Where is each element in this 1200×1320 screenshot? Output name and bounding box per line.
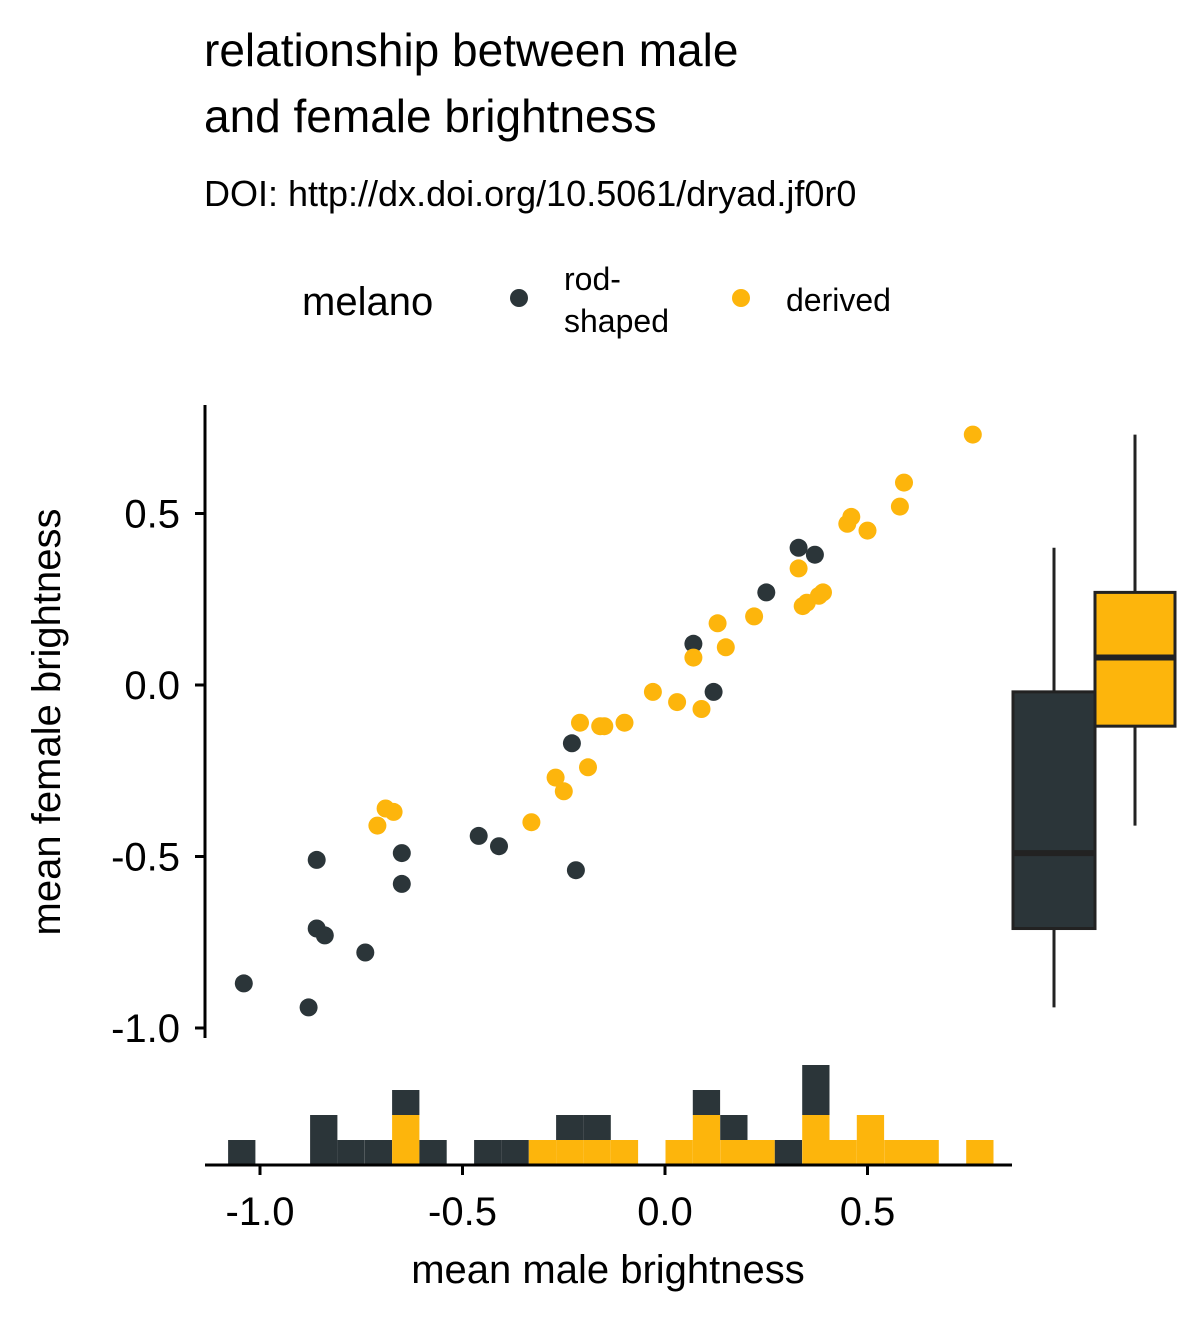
y-tick-label-3: 0.5 <box>124 493 180 537</box>
legend-label-rod-shaped-line-2: shaped <box>564 303 669 339</box>
x-histogram <box>228 1065 994 1165</box>
hist-bar-derived-4 <box>392 1115 420 1165</box>
x-tick-label-3: 0.5 <box>840 1190 896 1234</box>
point-rod-shaped-6 <box>392 844 411 863</box>
point-rod-shaped-0 <box>234 974 253 993</box>
hist-bar-derived-15 <box>720 1140 748 1165</box>
chart-title-line-1: relationship between male <box>204 24 738 76</box>
y-tick-label-2: 0.0 <box>124 664 180 708</box>
point-derived-4 <box>546 768 565 787</box>
point-derived-7 <box>579 758 597 777</box>
hist-bar-rod-shaped-6 <box>474 1140 502 1165</box>
point-rod-shaped-1 <box>299 998 318 1017</box>
point-derived-14 <box>692 700 711 718</box>
point-derived-18 <box>789 559 808 578</box>
point-derived-5 <box>554 782 573 801</box>
legend-title: melano <box>302 280 433 324</box>
point-rod-shaped-14 <box>757 583 776 602</box>
hist-bar-derived-13 <box>665 1140 693 1165</box>
hist-bar-derived-22 <box>911 1140 939 1165</box>
point-rod-shaped-15 <box>789 538 808 557</box>
chart-subtitle: DOI: http://dx.doi.org/10.5061/dryad.jf0… <box>204 173 856 214</box>
y-boxplots <box>1011 434 1177 1008</box>
hist-bar-derived-19 <box>829 1140 857 1165</box>
point-derived-22 <box>814 583 832 602</box>
point-derived-9 <box>595 717 614 736</box>
hist-bar-derived-18 <box>802 1115 830 1165</box>
hist-bar-rod-shaped-14 <box>692 1090 721 1115</box>
hist-bar-derived-10 <box>583 1140 611 1165</box>
hist-bar-rod-shaped-2 <box>337 1140 365 1165</box>
point-rod-shaped-16 <box>805 545 824 564</box>
hist-bar-rod-shaped-1 <box>310 1115 338 1165</box>
hist-bar-derived-16 <box>747 1140 775 1165</box>
point-derived-3 <box>522 813 541 832</box>
hist-bar-derived-23 <box>966 1140 994 1165</box>
point-derived-25 <box>858 521 877 540</box>
legend-key-rod-shaped <box>510 289 528 307</box>
point-derived-16 <box>716 638 735 657</box>
boxplot-box-rod-shaped <box>1011 690 1097 931</box>
hist-bar-derived-14 <box>692 1115 721 1165</box>
x-tick-label-1: -0.5 <box>428 1190 497 1234</box>
point-derived-17 <box>745 607 764 626</box>
point-rod-shaped-2 <box>307 850 326 869</box>
hist-bar-derived-11 <box>610 1140 639 1165</box>
hist-bar-derived-21 <box>884 1140 912 1165</box>
point-derived-27 <box>895 473 913 492</box>
point-derived-24 <box>842 507 861 526</box>
point-rod-shaped-13 <box>704 682 723 701</box>
point-rod-shaped-7 <box>392 874 411 893</box>
point-derived-26 <box>890 497 909 516</box>
point-rod-shaped-4 <box>315 926 334 945</box>
y-tick-label-0: -1.0 <box>111 1007 180 1051</box>
y-axis-label: mean female brightness <box>25 509 69 936</box>
chart-title-line-2: and female brightness <box>204 90 657 142</box>
hist-bar-rod-shaped-3 <box>364 1140 393 1165</box>
point-rod-shaped-8 <box>469 826 488 845</box>
hist-bar-rod-shaped-4 <box>392 1090 420 1115</box>
legend-label-rod-shaped-line-1: rod- <box>564 261 621 297</box>
point-derived-2 <box>384 802 403 821</box>
hist-bar-rod-shaped-17 <box>774 1140 803 1165</box>
hist-bar-rod-shaped-15 <box>720 1115 748 1140</box>
point-derived-15 <box>708 614 727 633</box>
hist-bar-rod-shaped-0 <box>228 1140 256 1165</box>
point-rod-shaped-12 <box>684 634 703 653</box>
hist-bar-rod-shaped-9 <box>556 1115 584 1140</box>
point-derived-13 <box>684 648 703 667</box>
point-rod-shaped-5 <box>356 943 375 962</box>
point-rod-shaped-10 <box>562 734 581 753</box>
scatter-points <box>234 425 982 1017</box>
axes: -1.0 -0.5 0.0 0.5 -1.0 -0.5 0.0 0.5 <box>111 405 1012 1234</box>
hist-bar-rod-shaped-18 <box>802 1065 830 1115</box>
x-axis-label: mean male brightness <box>411 1248 805 1292</box>
legend-label-derived: derived <box>786 282 891 318</box>
legend-key-derived <box>732 289 750 307</box>
point-derived-28 <box>963 425 982 444</box>
x-tick-label-0: -1.0 <box>226 1190 295 1234</box>
x-tick-label-2: 0.0 <box>637 1190 693 1234</box>
hist-bar-rod-shaped-10 <box>583 1115 611 1140</box>
hist-bar-derived-9 <box>556 1140 584 1165</box>
hist-bar-rod-shaped-7 <box>501 1140 529 1165</box>
point-rod-shaped-11 <box>566 861 585 880</box>
point-rod-shaped-9 <box>490 837 508 856</box>
legend: melano rod- shaped derived <box>302 261 891 339</box>
hist-bar-derived-8 <box>528 1140 557 1165</box>
hist-bar-derived-20 <box>856 1115 885 1165</box>
point-derived-0 <box>368 816 387 835</box>
point-derived-6 <box>571 713 589 732</box>
hist-bar-rod-shaped-5 <box>419 1140 447 1165</box>
point-derived-10 <box>615 713 634 732</box>
point-derived-11 <box>643 682 662 701</box>
y-tick-label-1: -0.5 <box>111 836 180 880</box>
point-derived-12 <box>668 693 687 712</box>
